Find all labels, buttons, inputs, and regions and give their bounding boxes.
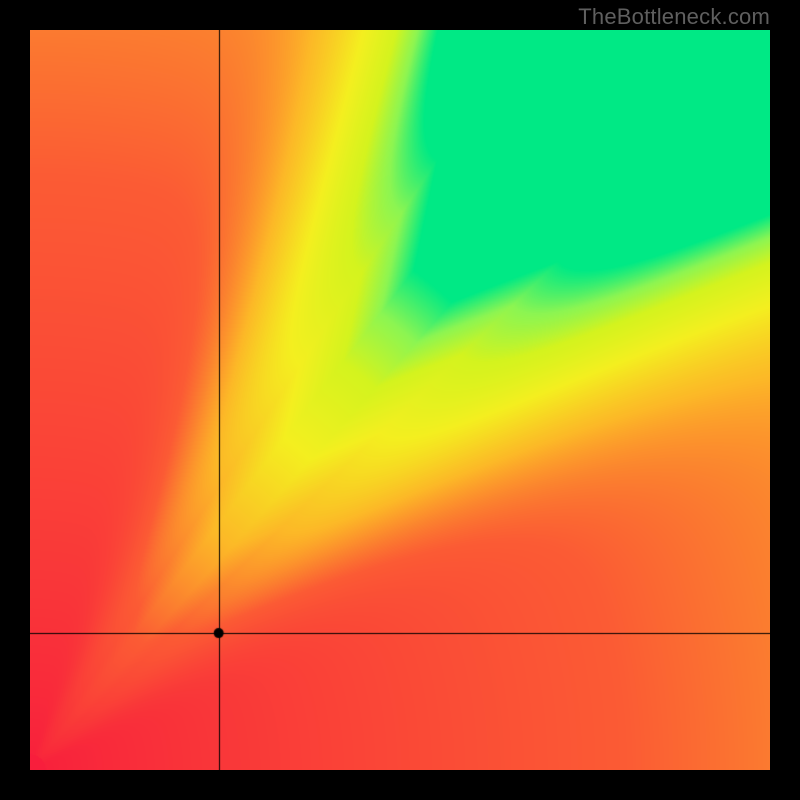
bottleneck-heatmap bbox=[30, 30, 770, 770]
chart-container: TheBottleneck.com bbox=[0, 0, 800, 800]
watermark-label: TheBottleneck.com bbox=[578, 4, 770, 30]
